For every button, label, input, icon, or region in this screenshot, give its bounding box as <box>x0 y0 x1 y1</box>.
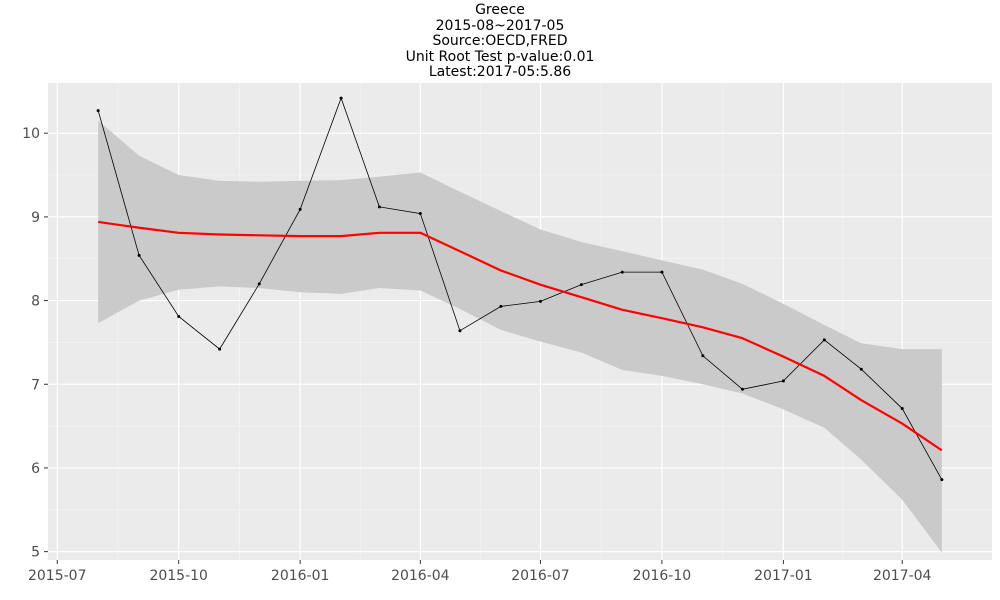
observed-point <box>418 212 422 216</box>
observed-point <box>900 407 904 411</box>
x-tick-label: 2015-10 <box>149 568 208 584</box>
observed-point <box>298 207 302 211</box>
title-line-latest: Latest:2017-05:5.86 <box>428 64 572 80</box>
x-tick-label: 2015-07 <box>28 568 87 584</box>
x-tick-label: 2017-01 <box>754 568 813 584</box>
x-tick-label: 2016-01 <box>271 568 330 584</box>
observed-point <box>339 96 343 100</box>
observed-point <box>620 270 624 274</box>
confidence-ribbon <box>98 120 942 553</box>
y-tick-label: 5 <box>31 545 40 561</box>
y-tick-label: 8 <box>31 294 40 310</box>
y-tick-label: 9 <box>31 210 40 226</box>
observed-point <box>781 379 785 383</box>
observed-point <box>660 270 664 274</box>
observed-point <box>859 367 863 371</box>
observed-point <box>96 109 100 113</box>
y-tick-label: 10 <box>22 126 40 142</box>
y-tick-label: 7 <box>31 377 40 393</box>
title-line-range: 2015-08~2017-05 <box>435 17 565 34</box>
y-tick-label: 6 <box>31 461 40 477</box>
title-line-country: Greece <box>475 2 525 18</box>
x-tick-label: 2016-10 <box>633 568 692 584</box>
observed-line <box>97 96 943 480</box>
observed-point <box>740 387 744 391</box>
title-line-pvalue: Unit Root Test p-value:0.01 <box>405 48 595 65</box>
observed-point <box>137 253 141 257</box>
observed-point <box>218 347 222 351</box>
observed-point <box>701 354 705 358</box>
x-tick-label: 2016-07 <box>511 568 570 584</box>
chart-title: Greece 2015-08~2017-05 Source:OECD,FRED … <box>0 2 1000 81</box>
x-tick-label: 2017-04 <box>873 568 932 584</box>
observed-point <box>458 329 462 333</box>
observed-point <box>579 283 583 287</box>
observed-point <box>499 304 503 308</box>
smooth-line <box>98 220 943 452</box>
observed-point <box>177 314 181 318</box>
observed-point <box>940 478 944 482</box>
title-line-source: Source:OECD,FRED <box>432 33 568 49</box>
observed-point <box>257 282 261 286</box>
observed-point <box>538 299 542 303</box>
observed-point <box>822 338 826 342</box>
x-tick-label: 2016-04 <box>391 568 450 584</box>
observed-point <box>377 205 381 209</box>
